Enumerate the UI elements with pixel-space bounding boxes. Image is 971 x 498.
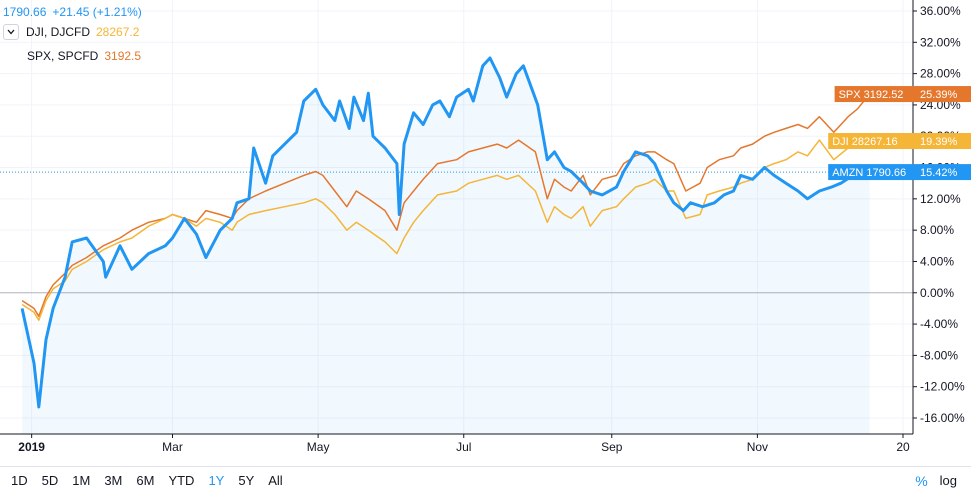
range-ytd-button[interactable]: YTD xyxy=(168,473,195,488)
range-5d-button[interactable]: 5D xyxy=(41,473,59,488)
legend-series-dji[interactable]: DJI, DJCFD 28267.2 xyxy=(0,20,142,44)
series-line-amzn[interactable] xyxy=(20,56,870,409)
y-tick-label: 28.00% xyxy=(920,67,961,81)
legend-main-series: 1790.66 +21.45 (+1.21%) xyxy=(0,4,142,20)
x-tick-label: 2019 xyxy=(18,440,45,454)
badge-name-bg-spx xyxy=(834,86,913,103)
series-lines-layer[interactable] xyxy=(20,56,871,409)
badge-pct-bg-dji xyxy=(913,133,971,150)
grid-lines xyxy=(0,0,913,434)
time-axis[interactable]: 2019 Mar May Jul Sep Nov 20 xyxy=(0,433,913,454)
chevron-down-icon xyxy=(7,29,15,35)
badge-name-bg-dji xyxy=(828,133,913,150)
x-tick-label: 20 xyxy=(896,440,910,454)
badge-pct-spx: 25.39% xyxy=(920,89,958,101)
badge-pct-bg-amzn xyxy=(913,164,971,181)
legend-series-spx[interactable]: SPX, SPCFD 3192.5 xyxy=(0,44,142,68)
badge-name-spx: SPX 3192.52 xyxy=(839,89,904,101)
x-tick-label: Sep xyxy=(601,440,623,454)
x-tick-label: Nov xyxy=(747,440,768,454)
y-tick-label: -8.00% xyxy=(920,348,958,362)
series-area-layer xyxy=(22,58,870,434)
range-1d-button[interactable]: 1D xyxy=(11,473,28,488)
legend-collapse-button[interactable] xyxy=(3,24,19,40)
badge-pct-bg-spx xyxy=(913,86,971,103)
badge-pct-amzn: 15.42% xyxy=(920,167,958,179)
y-tick-label: -12.00% xyxy=(920,380,965,394)
legend-main-price: 1790.66 xyxy=(3,5,47,19)
badge-name-amzn: AMZN 1790.66 xyxy=(832,167,906,179)
y-tick-label: 32.00% xyxy=(920,35,961,49)
legend-series-value: 28267.2 xyxy=(96,25,140,39)
price-axis[interactable]: 36.00%32.00%28.00%24.00%20.00%16.00%12.0… xyxy=(912,0,965,434)
x-tick-label: May xyxy=(307,440,330,454)
y-tick-label: -16.00% xyxy=(920,411,965,425)
legend-series-value: 3192.5 xyxy=(104,49,142,63)
log-scale-toggle[interactable]: log xyxy=(939,473,957,488)
y-tick-label: 36.00% xyxy=(920,4,961,18)
legend-series-label: SPX, SPCFD xyxy=(27,49,99,63)
range-3m-button[interactable]: 3M xyxy=(104,473,123,488)
y-tick-label: -4.00% xyxy=(920,317,958,331)
date-range-selector: 1D 5D 1M 3M 6M YTD 1Y 5Y All xyxy=(4,473,290,488)
range-all-button[interactable]: All xyxy=(268,473,283,488)
last-value-badges: SPX 3192.52 25.39% DJI 28267.16 19.39% AMZN … xyxy=(828,86,971,181)
range-1m-button[interactable]: 1M xyxy=(72,473,91,488)
legend-main-change: +21.45 (+1.21%) xyxy=(52,5,142,19)
y-tick-label: 12.00% xyxy=(920,192,961,206)
chart-legend: 1790.66 +21.45 (+1.21%) DJI, DJCFD 28267… xyxy=(0,4,142,68)
range-1y-button[interactable]: 1Y xyxy=(208,473,225,488)
legend-series-label: DJI, DJCFD xyxy=(26,25,90,39)
y-tick-label: 4.00% xyxy=(920,254,954,268)
x-tick-label: Mar xyxy=(162,440,183,454)
y-tick-label: 8.00% xyxy=(920,223,954,237)
bottom-toolbar: 1D 5D 1M 3M 6M YTD 1Y 5Y All % log xyxy=(0,466,971,498)
range-6m-button[interactable]: 6M xyxy=(136,473,155,488)
series-area-amzn xyxy=(22,58,870,434)
percent-scale-toggle[interactable]: % xyxy=(915,473,928,489)
scale-toggles: % log xyxy=(909,473,963,489)
series-line-dji[interactable] xyxy=(21,139,870,321)
y-tick-label: 0.00% xyxy=(920,286,954,300)
range-5y-button[interactable]: 5Y xyxy=(238,473,255,488)
badge-name-bg-amzn xyxy=(828,164,913,181)
badge-name-dji: DJI 28267.16 xyxy=(832,136,897,148)
badge-pct-dji: 19.39% xyxy=(920,136,958,148)
x-tick-label: Jul xyxy=(456,440,471,454)
